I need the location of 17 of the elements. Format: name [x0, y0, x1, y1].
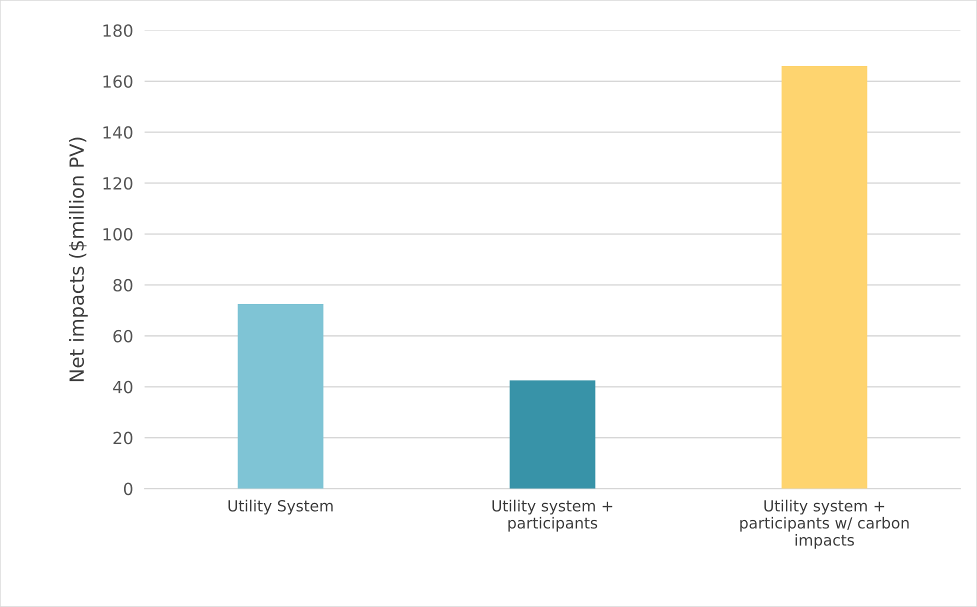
- y-tick-label: 0: [124, 482, 132, 496]
- x-tick-label: Utility system + participants w/ carbon impacts: [740, 500, 909, 549]
- bar: [510, 380, 596, 489]
- bar: [782, 66, 868, 489]
- bar: [238, 304, 324, 489]
- y-tick-label: 100: [104, 228, 132, 241]
- x-tick-label: Utility System: [228, 500, 333, 515]
- y-tick-label: 20: [114, 432, 132, 444]
- y-tick-label: 40: [113, 380, 132, 394]
- y-tick-label: 120: [104, 177, 132, 190]
- x-tick-label: Utility system + participants: [492, 500, 612, 532]
- y-tick-label: 180: [104, 24, 132, 37]
- y-tick-label: 80: [113, 278, 132, 292]
- y-tick-label: 60: [113, 330, 132, 342]
- y-axis-title: Net impacts ($million PV): [68, 138, 88, 382]
- y-tick-label: 140: [104, 126, 132, 139]
- y-tick-label: 160: [104, 75, 132, 88]
